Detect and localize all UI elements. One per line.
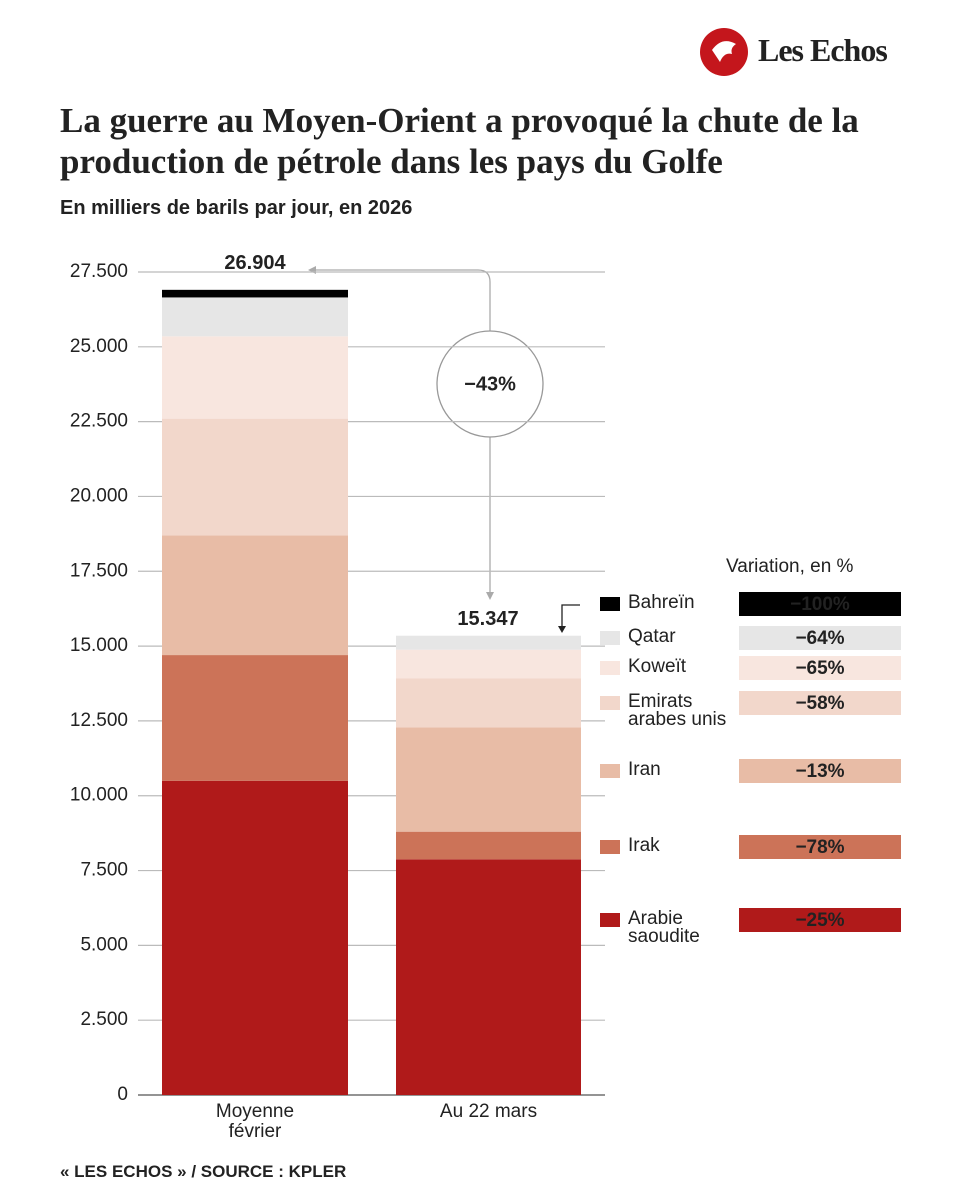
y-tick-label: 27.500 — [70, 261, 128, 282]
y-tick-label: 2.500 — [80, 1009, 128, 1030]
total-label: 15.347 — [457, 608, 518, 630]
legend-swatch — [600, 696, 620, 710]
total-label: 26.904 — [224, 252, 286, 274]
legend-swatch — [600, 764, 620, 778]
bar-segment — [162, 655, 348, 781]
y-tick-label: 10.000 — [70, 785, 128, 806]
legend-label: Bahreïn — [628, 592, 695, 613]
change-circle — [436, 330, 544, 438]
bar-segment — [162, 297, 348, 337]
arrow-head — [308, 266, 316, 274]
legend-label: Qatar — [628, 626, 676, 647]
variation-box — [739, 835, 901, 859]
y-tick-label: 22.500 — [70, 411, 128, 432]
arrow-head — [558, 626, 566, 633]
variation-label: −65% — [795, 658, 844, 679]
change-arrow — [310, 269, 491, 331]
legend-label: Arabie saoudite — [628, 908, 700, 947]
logo-mark — [712, 41, 736, 62]
legend-label: Emirats arabes unis — [628, 691, 727, 730]
legend-title: Variation, en % — [726, 556, 854, 577]
legend-swatch — [600, 661, 620, 675]
legend-label: Irak — [628, 835, 660, 856]
y-tick-label: 17.500 — [70, 560, 128, 581]
x-tick-label: Moyenne février — [215, 1101, 295, 1142]
variation-label: −100% — [790, 594, 850, 615]
bar-segment — [162, 535, 348, 656]
variation-label: −25% — [795, 910, 844, 931]
legend-swatch — [600, 913, 620, 927]
bar-segment — [396, 859, 581, 1095]
brand: Les Echos — [758, 32, 888, 68]
chart-subtitle: En milliers de barils par jour, en 2026 — [60, 197, 413, 219]
bar-segment — [396, 727, 581, 832]
variation-box — [739, 759, 901, 783]
bar-segment — [396, 678, 581, 728]
variation-label: −13% — [795, 761, 844, 782]
legend-label: Iran — [628, 759, 661, 780]
variation-box — [739, 908, 901, 932]
legend-label: Koweït — [628, 656, 687, 677]
variation-label: −78% — [795, 837, 844, 858]
variation-box — [739, 592, 901, 616]
variation-label: −64% — [795, 628, 844, 649]
y-tick-label: 0 — [117, 1084, 128, 1105]
y-tick-label: 15.000 — [70, 635, 128, 656]
variation-label: −58% — [795, 693, 844, 714]
legend-swatch — [600, 631, 620, 645]
variation-box — [739, 626, 901, 650]
variation-box — [739, 691, 901, 715]
bar-segment — [162, 780, 348, 1095]
y-tick-label: 5.000 — [80, 934, 128, 955]
chart-title: La guerre au Moyen-Orient a provoqué la … — [60, 101, 859, 181]
change-label: −43% — [464, 373, 516, 395]
y-tick-label: 25.000 — [70, 336, 128, 357]
variation-box — [739, 656, 901, 680]
bar-segment — [396, 649, 581, 679]
y-tick-label: 7.500 — [80, 860, 128, 881]
bar-segment — [162, 289, 348, 298]
arrow-head — [486, 592, 494, 600]
y-tick-label: 12.500 — [70, 710, 128, 731]
y-tick-label: 20.000 — [70, 485, 128, 506]
x-tick-label: Au 22 mars — [439, 1101, 538, 1122]
bar-segment — [396, 635, 581, 650]
legend-swatch — [600, 840, 620, 854]
source: « LES ECHOS » / SOURCE : KPLER — [60, 1162, 347, 1181]
bar-segment — [162, 418, 348, 536]
bar-segment — [396, 831, 581, 860]
total-pointer — [561, 604, 580, 628]
bar-segment — [162, 336, 348, 419]
legend-swatch — [600, 597, 620, 611]
